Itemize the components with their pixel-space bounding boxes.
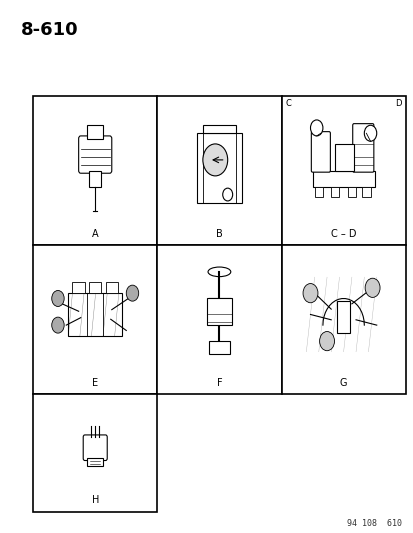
Bar bbox=[206, 298, 231, 325]
Text: C – D: C – D bbox=[330, 229, 356, 239]
Bar bbox=[33, 394, 157, 512]
Ellipse shape bbox=[207, 267, 230, 277]
FancyBboxPatch shape bbox=[311, 132, 330, 172]
Bar bbox=[68, 293, 122, 336]
Bar bbox=[87, 458, 103, 466]
FancyBboxPatch shape bbox=[83, 435, 107, 461]
Bar bbox=[361, 187, 370, 197]
Bar bbox=[87, 125, 103, 139]
Bar bbox=[314, 187, 322, 197]
Bar bbox=[209, 341, 229, 354]
Bar bbox=[312, 171, 374, 187]
Text: C: C bbox=[285, 99, 291, 108]
Bar bbox=[335, 144, 353, 171]
Circle shape bbox=[202, 144, 227, 176]
Circle shape bbox=[363, 125, 376, 141]
Text: F: F bbox=[216, 378, 222, 388]
Circle shape bbox=[52, 290, 64, 306]
Text: H: H bbox=[91, 495, 99, 505]
Circle shape bbox=[126, 285, 138, 301]
Text: E: E bbox=[92, 378, 98, 388]
Circle shape bbox=[319, 332, 334, 351]
Bar bbox=[89, 171, 101, 187]
Circle shape bbox=[302, 284, 317, 303]
Bar bbox=[33, 245, 157, 394]
FancyBboxPatch shape bbox=[352, 124, 373, 172]
Bar bbox=[347, 187, 355, 197]
Bar bbox=[157, 245, 281, 394]
Bar bbox=[281, 245, 405, 394]
Text: B: B bbox=[216, 229, 222, 239]
Bar bbox=[202, 125, 235, 133]
Bar bbox=[330, 187, 339, 197]
Circle shape bbox=[364, 278, 379, 297]
Bar bbox=[196, 133, 242, 203]
Text: D: D bbox=[394, 99, 401, 108]
Circle shape bbox=[310, 120, 322, 136]
Bar bbox=[157, 96, 281, 245]
Text: A: A bbox=[92, 229, 98, 239]
Bar bbox=[89, 282, 101, 293]
Bar bbox=[337, 301, 349, 333]
Circle shape bbox=[52, 317, 64, 333]
Circle shape bbox=[222, 188, 232, 201]
Bar bbox=[105, 282, 118, 293]
Text: 94 108  610: 94 108 610 bbox=[346, 519, 401, 528]
Text: G: G bbox=[339, 378, 347, 388]
Text: 8-610: 8-610 bbox=[21, 21, 78, 39]
FancyBboxPatch shape bbox=[78, 136, 112, 173]
Bar bbox=[72, 282, 85, 293]
Bar bbox=[33, 96, 157, 245]
Bar bbox=[281, 96, 405, 245]
